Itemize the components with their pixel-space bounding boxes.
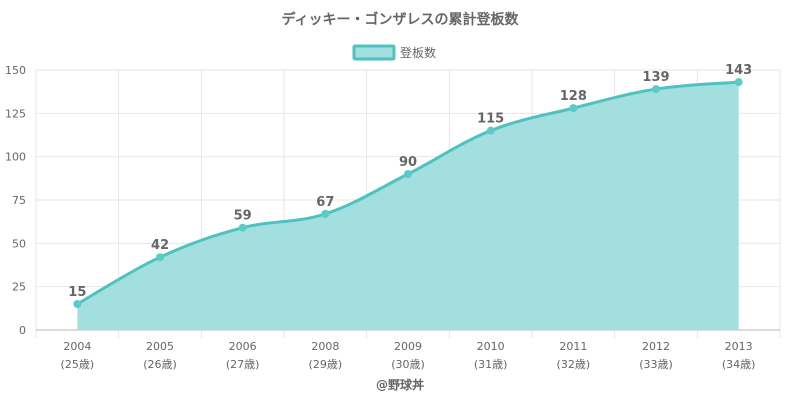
data-point bbox=[404, 170, 412, 178]
x-tick-sublabel: (32歳) bbox=[557, 358, 591, 371]
x-tick-sublabel: (27歳) bbox=[226, 358, 260, 371]
data-label: 143 bbox=[725, 63, 752, 78]
y-tick-label: 100 bbox=[5, 151, 26, 164]
data-points bbox=[73, 78, 743, 308]
data-label: 42 bbox=[151, 238, 169, 253]
data-label: 15 bbox=[68, 285, 86, 300]
x-tick-label: 2009 bbox=[394, 340, 422, 353]
x-tick-sublabel: (33歳) bbox=[639, 358, 673, 371]
series-area bbox=[76, 80, 739, 330]
x-tick-sublabel: (30歳) bbox=[391, 358, 425, 371]
x-axis-labels: 2004 (25歳) 2005 (26歳) 2006 (27歳) 2008 (29歳) 2009… bbox=[61, 340, 756, 371]
x-tick-label: 2013 bbox=[725, 340, 753, 353]
data-point bbox=[486, 126, 495, 135]
legend-swatch bbox=[352, 44, 396, 61]
data-point bbox=[652, 85, 660, 94]
x-tick-sublabel: (26歳) bbox=[143, 358, 177, 371]
x-tick-sublabel: (29歳) bbox=[309, 358, 343, 371]
data-point bbox=[321, 209, 330, 218]
x-tick-label: 2012 bbox=[642, 340, 670, 353]
y-tick-label: 25 bbox=[12, 281, 26, 294]
data-point bbox=[569, 104, 578, 113]
data-label: 128 bbox=[560, 89, 587, 104]
data-label: 59 bbox=[234, 209, 252, 224]
data-point bbox=[73, 300, 82, 308]
y-tick-label: 0 bbox=[19, 324, 26, 337]
x-tick-label: 2006 bbox=[229, 340, 257, 353]
x-tick-sublabel: (25歳) bbox=[61, 358, 95, 371]
area-fill bbox=[77, 82, 739, 330]
x-tick-sublabel: (31歳) bbox=[474, 358, 508, 371]
y-axis-labels: 0 25 50 75 100 125 150 bbox=[5, 64, 26, 337]
data-label: 90 bbox=[399, 155, 417, 170]
data-label: 115 bbox=[477, 112, 504, 127]
legend[interactable]: 登板数 bbox=[352, 44, 436, 61]
x-tick-sublabel: (34歳) bbox=[722, 358, 756, 371]
x-tick-label: 2011 bbox=[559, 340, 587, 353]
x-tick-label: 2005 bbox=[146, 340, 174, 353]
data-point bbox=[156, 253, 164, 262]
y-tick-label: 75 bbox=[12, 194, 26, 207]
data-point bbox=[238, 223, 247, 232]
data-point bbox=[734, 78, 743, 87]
data-label: 139 bbox=[642, 70, 669, 85]
legend-label: 登板数 bbox=[400, 45, 436, 60]
data-label: 67 bbox=[316, 195, 334, 210]
y-tick-label: 125 bbox=[5, 107, 26, 120]
x-tick-label: 2010 bbox=[477, 340, 505, 353]
chart-title: ディッキー・ゴンザレスの累計登板数 bbox=[281, 11, 519, 28]
y-tick-label: 50 bbox=[12, 237, 26, 250]
data-labels: 15 42 59 67 90 115 128 139 143 bbox=[68, 63, 752, 300]
y-tick-label: 150 bbox=[5, 64, 26, 77]
x-tick-label: 2004 bbox=[63, 340, 91, 353]
x-tick-label: 2008 bbox=[311, 340, 339, 353]
credit-label: @野球丼 bbox=[376, 377, 424, 392]
